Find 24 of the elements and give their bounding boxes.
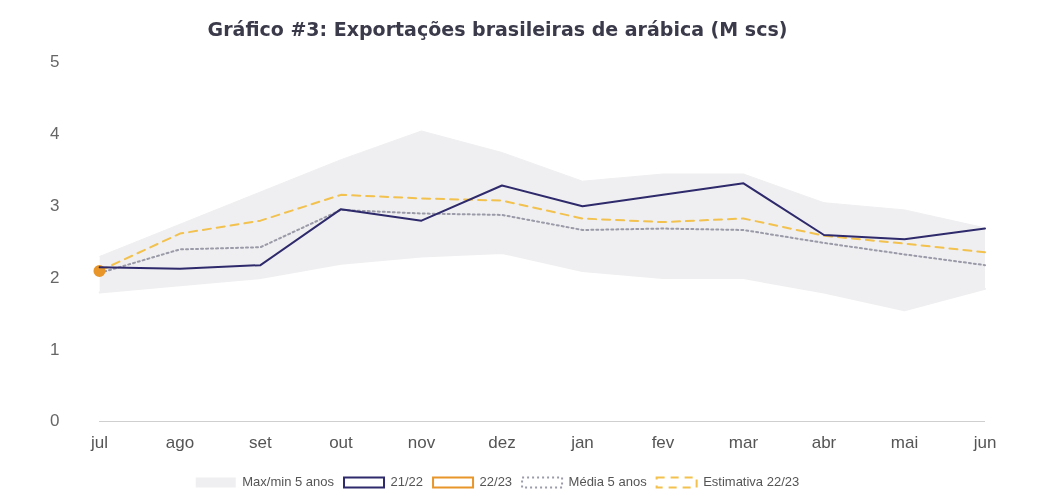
y-tick-label: 5 (49, 52, 60, 72)
x-tick-label: nov (407, 433, 436, 453)
y-tick-label: 0 (49, 411, 60, 431)
y-tick-label: 4 (49, 124, 60, 144)
legend-label: Média 5 anos (568, 474, 648, 490)
x-tick-label: mai (890, 433, 919, 453)
y-tick-label: 3 (49, 196, 60, 216)
x-tick-label: out (329, 433, 354, 453)
x-tick-label: jan (570, 433, 594, 453)
x-tick-label: set (249, 433, 273, 453)
legend-label: Estimativa 22/23 (703, 474, 800, 490)
x-tick-label: ago (165, 433, 195, 453)
legend-label: 21/22 (390, 474, 424, 490)
x-tick-label: jun (972, 433, 997, 453)
x-tick-label: jul (89, 433, 108, 453)
y-tick-label: 1 (49, 339, 60, 359)
x-tick-label: abr (811, 433, 837, 453)
y-tick-label: 2 (49, 267, 60, 287)
x-tick-label: fev (651, 433, 675, 453)
legend-label: 22/23 (479, 474, 513, 490)
chart-title: Gráfico #3: Exportações brasileiras de arábica (M scs) (207, 18, 788, 41)
x-tick-label: mar (728, 433, 759, 453)
x-tick-label: dez (488, 433, 516, 453)
legend-label: Max/min 5 anos (242, 474, 335, 490)
